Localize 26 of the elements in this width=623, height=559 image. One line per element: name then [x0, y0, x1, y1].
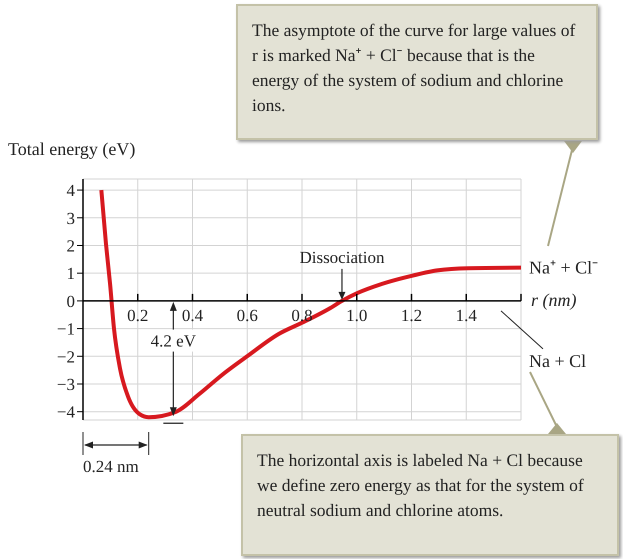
line-series [99, 188, 521, 420]
y-tick-label: 0 [66, 292, 75, 311]
y-tick-label: 4 [66, 181, 76, 200]
text: Na + Cl [529, 350, 586, 371]
text: 0.24 nm [83, 457, 139, 476]
x-tick-label: 0.2 [127, 306, 148, 325]
x-tick-label: 1.4 [456, 306, 478, 325]
y-tick-label: −3 [56, 375, 75, 394]
text: The horizontal axis is labeled Na + Cl because we define zero energy as that for the system of neutral sodium and chlorine atoms. [241, 434, 619, 556]
x-tick-label: 1.0 [346, 306, 368, 325]
y-tick-label: −1 [56, 320, 75, 339]
y-axis-title: Total energy (eV) [8, 139, 136, 159]
text: The asymptote of the curve for large values of r is marked Na⁺ + Cl⁻ because that is the energy of the system of sodium and chlorine ions. [236, 4, 598, 140]
x-tick-label: 0.4 [182, 306, 204, 325]
x-tick-label: 0.6 [236, 306, 258, 325]
y-tick-label: 3 [66, 208, 75, 228]
annotation: Na⁺ + Cl⁻ [529, 258, 598, 278]
annotation: Dissociation [299, 248, 385, 267]
x-tick-label: 0.8 [291, 306, 313, 325]
x-tick-label: 1.2 [400, 306, 422, 325]
y-tick-label: 1 [66, 264, 75, 284]
annotation: 4.2 eV [150, 332, 197, 351]
y-tick-label: 2 [66, 236, 75, 256]
x-axis-title: r (nm) [531, 290, 576, 310]
y-tick-label: −2 [56, 347, 75, 366]
y-tick-label: −4 [56, 402, 76, 422]
